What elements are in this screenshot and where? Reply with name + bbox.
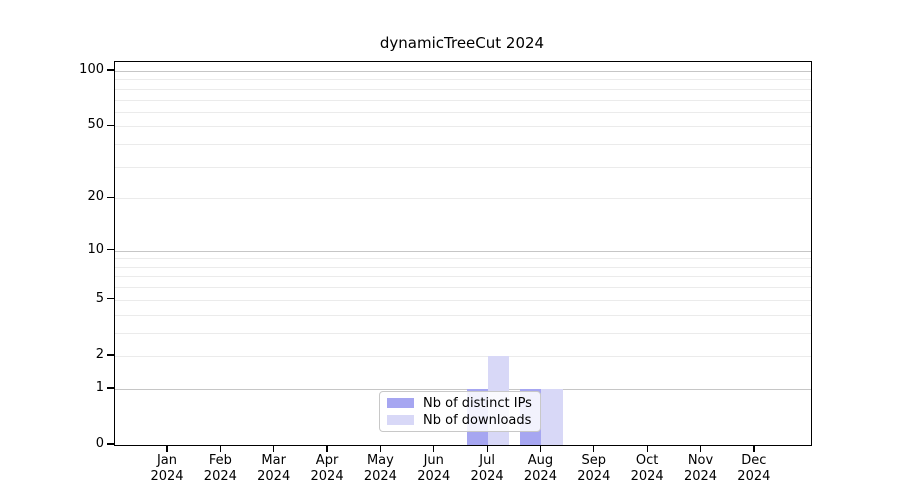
x-tick-mark-apr [326,445,328,452]
y-tick-label-100: 100 [79,62,104,77]
legend-label-distinct-ips: Nb of distinct IPs [423,395,532,411]
gridline-1 [115,388,811,390]
gridline-3 [115,332,811,334]
x-tick-mark-mar [273,445,275,452]
chart-title: dynamicTreeCut 2024 [379,34,545,52]
x-tick-mark-aug [539,445,542,452]
x-tick-label-apr: Apr 2024 [310,453,344,484]
legend-entry-downloads: Nb of downloads [387,412,540,429]
gridline-20 [115,198,811,200]
gridline-40 [115,144,811,146]
y-tick-mark-1 [107,387,114,389]
gridline-8 [115,266,811,268]
legend: Nb of distinct IPs Nb of downloads [379,391,541,432]
x-tick-label-oct: Oct 2024 [630,453,664,484]
x-tick-label-jan: Jan 2024 [150,453,184,484]
x-tick-mark-jun [433,445,435,452]
bars-layer [115,62,811,445]
y-tick-label-10: 10 [87,241,104,257]
gridline-9 [115,258,811,260]
gridline-80 [115,88,811,90]
gridline-4 [115,314,811,316]
x-tick-label-sep: Sep 2024 [577,453,611,484]
x-tick-label-aug: Aug 2024 [523,453,557,484]
gridline-90 [115,79,811,81]
y-tick-label-1: 1 [95,379,104,395]
x-tick-mark-sep [593,445,595,452]
y-tick-label-20: 20 [87,189,104,205]
y-tick-mark-100 [107,69,114,71]
x-tick-label-dec: Dec 2024 [737,453,771,484]
x-tick-mark-may [379,445,382,452]
x-tick-mark-oct [646,445,648,452]
y-tick-mark-50 [107,124,114,127]
y-tick-mark-0 [107,443,114,445]
y-tick-label-50: 50 [87,117,104,133]
legend-swatch-downloads [387,415,414,425]
y-tick-mark-2 [107,354,114,356]
legend-entry-distinct-ips: Nb of distinct IPs [387,395,540,412]
x-tick-label-mar: Mar 2024 [257,453,291,484]
bar-nb-of-downloads-aug-2024 [541,388,563,445]
gridline-7 [115,276,811,278]
gridline-50 [115,126,811,128]
plot-area: Nb of distinct IPs Nb of downloads [114,61,812,446]
legend-swatch-distinct-ips [387,398,414,408]
x-tick-mark-dec [753,445,755,452]
y-tick-label-5: 5 [95,290,104,306]
gridline-30 [115,166,811,168]
y-tick-mark-5 [107,298,114,300]
gridlines-layer [115,62,811,445]
x-tick-mark-nov [699,445,702,452]
legend-label-downloads: Nb of downloads [423,412,532,428]
gridline-6 [115,287,811,289]
x-tick-label-may: May 2024 [363,453,397,484]
x-tick-label-nov: Nov 2024 [683,453,718,484]
x-tick-label-jul: Jul 2024 [470,453,504,484]
y-tick-label-0: 0 [95,436,104,451]
x-tick-mark-jul [486,445,488,452]
x-tick-mark-jan [166,445,168,452]
x-tick-label-feb: Feb 2024 [203,453,237,484]
y-tick-mark-20 [107,196,114,198]
gridline-60 [115,111,811,113]
gridline-10 [115,250,811,252]
gridline-2 [115,355,811,357]
gridline-5 [115,299,811,301]
gridline-100 [115,71,811,72]
y-tick-mark-10 [107,249,114,251]
gridline-70 [115,99,811,101]
y-tick-label-2: 2 [95,346,104,362]
x-tick-label-jun: Jun 2024 [417,453,451,484]
x-tick-mark-feb [219,445,222,452]
